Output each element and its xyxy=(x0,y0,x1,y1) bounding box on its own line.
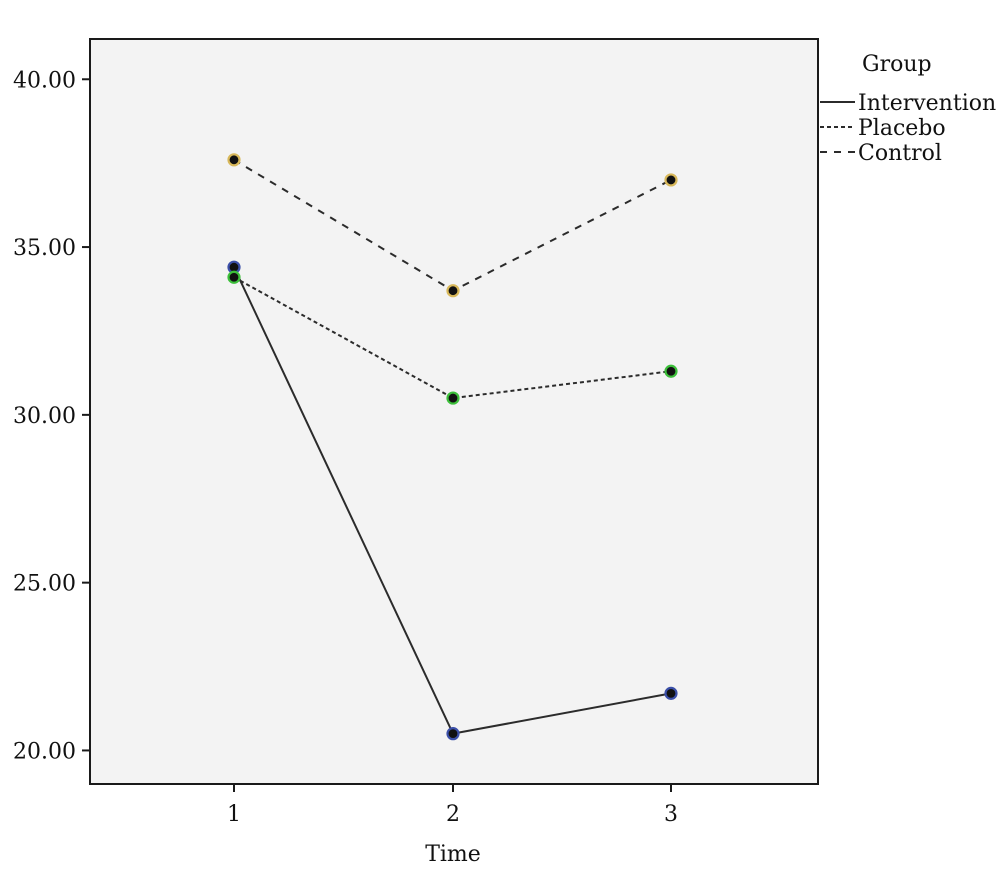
x-tick-label: 2 xyxy=(446,802,460,827)
y-tick-label: 25.00 xyxy=(13,572,76,597)
y-axis: 20.00 25.00 30.00 35.00 40.00 xyxy=(13,68,90,764)
y-tick-label: 20.00 xyxy=(13,739,76,764)
x-tick-label: 3 xyxy=(664,802,678,827)
y-tick-label: 35.00 xyxy=(13,236,76,261)
data-point-intervention xyxy=(664,686,678,700)
data-point-placebo xyxy=(446,391,460,405)
data-point-placebo xyxy=(227,270,241,284)
legend-label-control: Control xyxy=(858,141,942,166)
x-axis-title: Time xyxy=(425,842,481,867)
legend-label-placebo: Placebo xyxy=(858,116,946,141)
data-point-intervention xyxy=(446,727,460,741)
data-point-control xyxy=(664,173,678,187)
series-markers xyxy=(227,153,678,741)
legend-label-intervention: Intervention xyxy=(858,91,996,116)
x-axis: 1 2 3 xyxy=(227,784,678,827)
x-tick-label: 1 xyxy=(227,802,241,827)
plot-area xyxy=(89,38,819,785)
legend-title: Group xyxy=(862,52,932,77)
data-point-control xyxy=(446,284,460,298)
y-tick-label: 30.00 xyxy=(13,404,76,429)
data-point-control xyxy=(227,153,241,167)
data-point-placebo xyxy=(664,364,678,378)
y-tick-label: 40.00 xyxy=(13,68,76,93)
